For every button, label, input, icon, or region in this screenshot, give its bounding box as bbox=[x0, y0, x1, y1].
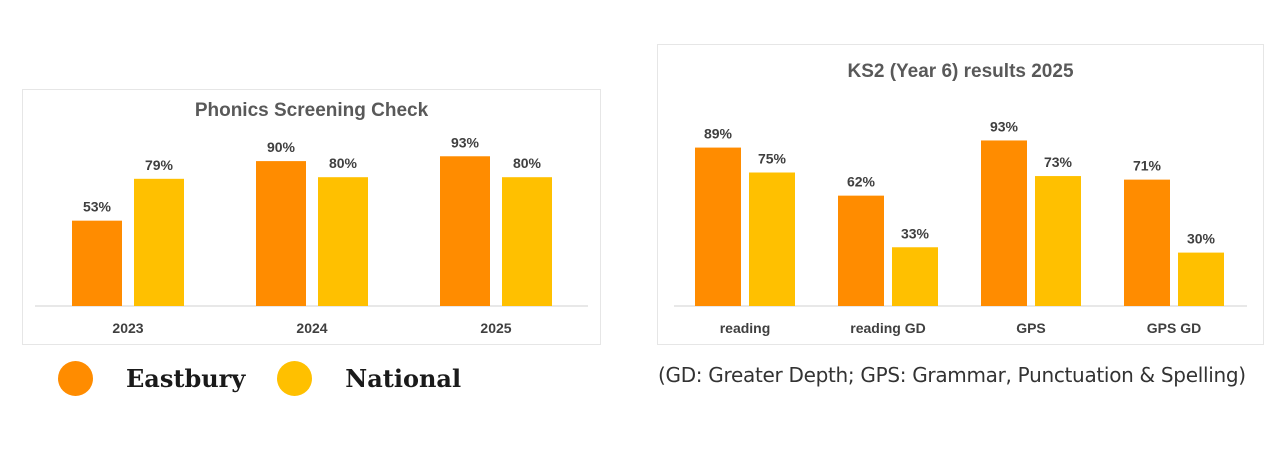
phonics-chart-title: Phonics Screening Check bbox=[194, 100, 429, 121]
ks2-data-label: 62% bbox=[847, 174, 876, 190]
phonics-bar-national-2023 bbox=[134, 178, 184, 306]
legend-item-national: National bbox=[277, 360, 462, 396]
phonics-chart: 53% 79% 2023 90% 80% 2024 93% 80% 2025 bbox=[35, 134, 588, 336]
legend-swatch-eastbury bbox=[58, 360, 93, 396]
phonics-chart-panel: Phonics Screening Check 53% 79% 2023 90% 80%… bbox=[22, 89, 601, 345]
ks2-bar-national-gps bbox=[1035, 176, 1081, 306]
phonics-bar-eastbury-2023 bbox=[72, 220, 122, 306]
legend-swatch-national bbox=[277, 360, 313, 396]
ks2-bar-national-reading-gd bbox=[892, 247, 938, 306]
phonics-data-label: 53% bbox=[83, 199, 112, 215]
legend-item-eastbury: Eastbury bbox=[58, 360, 246, 396]
phonics-bar-eastbury-2024 bbox=[256, 161, 306, 306]
ks2-bar-eastbury-gps bbox=[981, 140, 1027, 306]
ks2-data-label: 73% bbox=[1044, 154, 1073, 170]
ks2-chart-panel: KS2 (Year 6) results 2025 89% 75% reading 6… bbox=[657, 44, 1264, 345]
phonics-bar-eastbury-2025 bbox=[440, 156, 490, 306]
ks2-data-label: 93% bbox=[990, 118, 1019, 134]
ks2-data-label: 71% bbox=[1133, 158, 1162, 174]
phonics-data-label: 80% bbox=[329, 155, 358, 171]
phonics-data-label: 90% bbox=[267, 139, 296, 155]
ks2-data-label: 33% bbox=[901, 225, 930, 241]
ks2-bar-national-reading bbox=[749, 172, 795, 306]
footnote: (GD: Greater Depth; GPS: Grammar, Punctu… bbox=[658, 363, 1246, 387]
phonics-x-tick-label: 2023 bbox=[112, 320, 143, 336]
ks2-x-tick-label: GPS GD bbox=[1147, 320, 1201, 336]
ks2-bar-eastbury-reading bbox=[695, 147, 741, 306]
phonics-bar-national-2024 bbox=[318, 177, 368, 306]
ks2-data-label: 89% bbox=[704, 126, 733, 142]
phonics-data-label: 79% bbox=[145, 157, 174, 173]
ks2-chart: 89% 75% reading 62% 33% reading GD 93% 73% GPS 71… bbox=[674, 118, 1247, 336]
ks2-data-label: 75% bbox=[758, 151, 787, 167]
phonics-data-label: 80% bbox=[513, 155, 542, 171]
ks2-bar-eastbury-gps-gd bbox=[1124, 179, 1170, 306]
ks2-x-tick-label: reading GD bbox=[850, 320, 925, 336]
phonics-x-tick-label: 2025 bbox=[480, 320, 511, 336]
ks2-bar-eastbury-reading-gd bbox=[838, 195, 884, 306]
ks2-chart-title: KS2 (Year 6) results 2025 bbox=[847, 61, 1074, 82]
ks2-bar-national-gps-gd bbox=[1178, 252, 1224, 306]
ks2-data-label: 30% bbox=[1187, 231, 1216, 247]
phonics-data-label: 93% bbox=[451, 134, 480, 150]
ks2-x-tick-label: reading bbox=[720, 320, 771, 336]
ks2-x-tick-label: GPS bbox=[1016, 320, 1046, 336]
phonics-x-tick-label: 2024 bbox=[296, 320, 327, 336]
phonics-bar-national-2025 bbox=[502, 177, 552, 306]
legend-label-national: National bbox=[345, 363, 462, 393]
legend: Eastbury National bbox=[58, 360, 493, 396]
legend-label-eastbury: Eastbury bbox=[126, 363, 246, 393]
